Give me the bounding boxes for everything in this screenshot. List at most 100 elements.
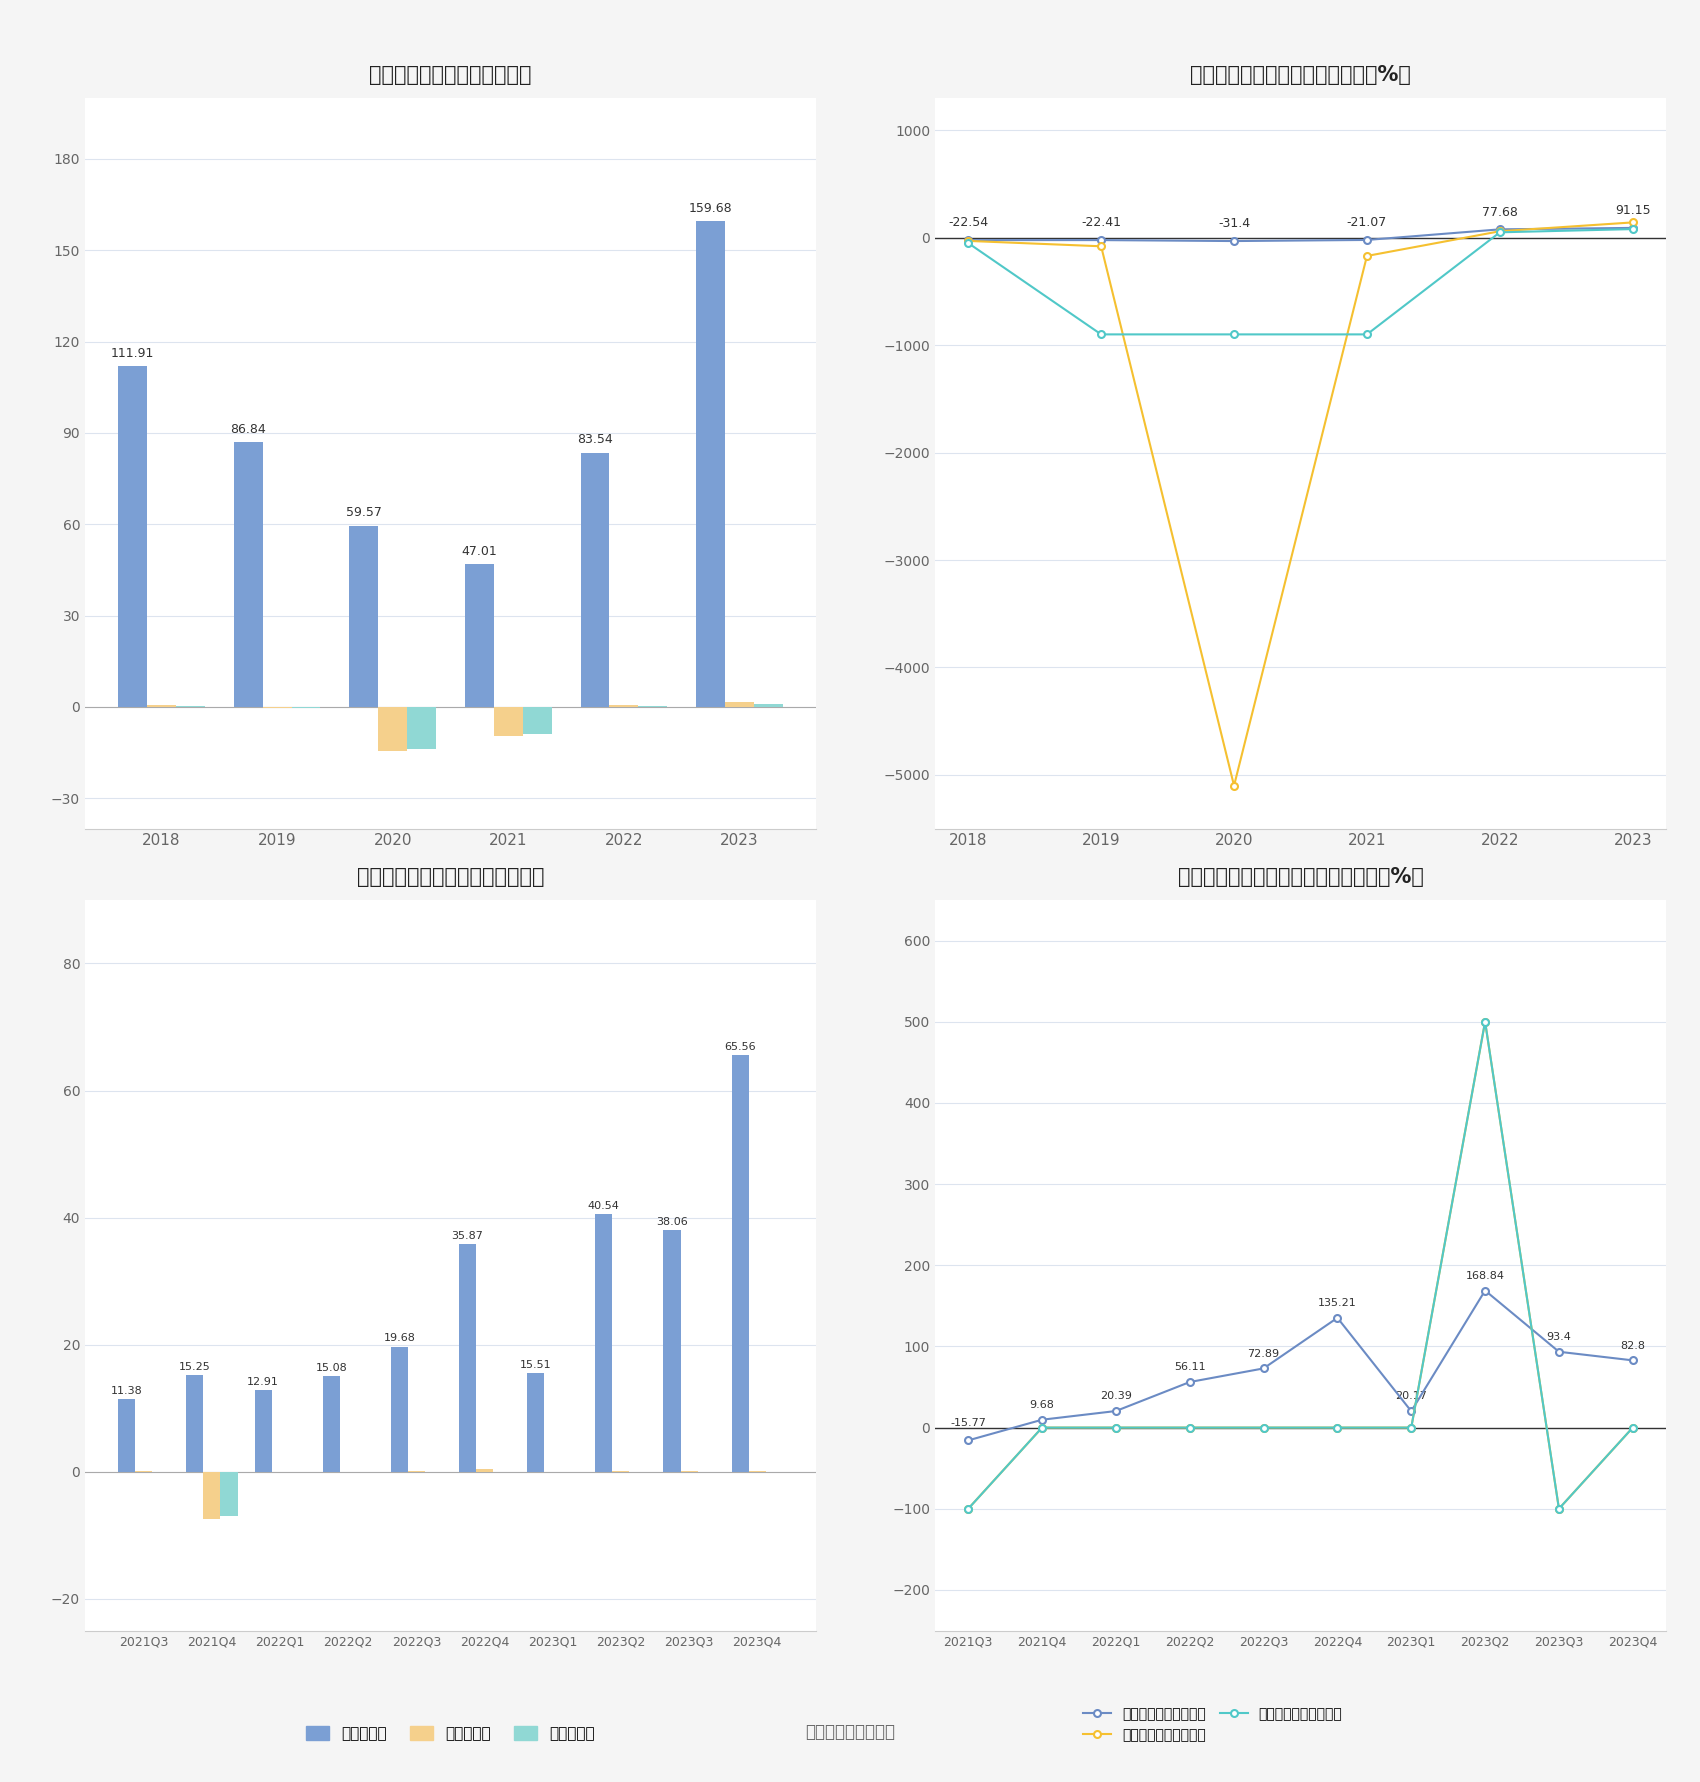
Text: 35.87: 35.87 bbox=[452, 1231, 483, 1240]
Bar bbox=[464, 563, 493, 707]
扣非净利润同比增长率 bbox=[1489, 221, 1510, 242]
归母净利润同比增长率 bbox=[1180, 1417, 1200, 1438]
Text: -22.54: -22.54 bbox=[949, 216, 988, 230]
Bar bbox=[255, 1390, 272, 1472]
Text: 111.91: 111.91 bbox=[110, 347, 155, 360]
Legend: 营业总收入, 归母净利润, 扣非净利润: 营业总收入, 归母净利润, 扣非净利润 bbox=[301, 1720, 600, 1746]
Text: 59.57: 59.57 bbox=[345, 506, 382, 519]
营业总收入同比增长率 bbox=[1622, 217, 1642, 239]
Bar bbox=[476, 1470, 493, 1472]
扣非净利润同比增长率 bbox=[1253, 1417, 1273, 1438]
Bar bbox=[323, 1376, 340, 1472]
Bar bbox=[391, 1347, 408, 1472]
扣非净利润同比增长率 bbox=[1476, 1010, 1496, 1032]
归母净利润同比增长率 bbox=[1091, 235, 1112, 257]
Bar bbox=[187, 1376, 204, 1472]
扣非净利润同比增长率 bbox=[1105, 1417, 1125, 1438]
归母净利润同比增长率 bbox=[1622, 1417, 1642, 1438]
Bar bbox=[753, 704, 782, 707]
Text: 40.54: 40.54 bbox=[588, 1201, 620, 1212]
Text: 72.89: 72.89 bbox=[1248, 1349, 1280, 1358]
Title: 营收、净利同比增长率季度变动情况（%）: 营收、净利同比增长率季度变动情况（%） bbox=[1178, 868, 1423, 887]
营业总收入同比增长率 bbox=[1105, 1401, 1125, 1422]
归母净利润同比增长率 bbox=[1224, 775, 1244, 797]
扣非净利润同比增长率 bbox=[1401, 1417, 1421, 1438]
Bar bbox=[731, 1055, 748, 1472]
Bar bbox=[724, 702, 753, 707]
Legend: 营业总收入, 归母净利润, 扣非净利润: 营业总收入, 归母净利润, 扣非净利润 bbox=[301, 903, 600, 930]
Line: 扣非净利润同比增长率: 扣非净利润同比增长率 bbox=[966, 226, 1635, 339]
Text: -22.41: -22.41 bbox=[1081, 216, 1120, 230]
Line: 归母净利润同比增长率: 归母净利润同比增长率 bbox=[966, 1018, 1635, 1513]
Text: 15.51: 15.51 bbox=[520, 1360, 551, 1370]
Text: 38.06: 38.06 bbox=[656, 1217, 689, 1226]
Title: 历年营收、净利情况（亿元）: 历年营收、净利情况（亿元） bbox=[369, 66, 532, 86]
营业总收入同比增长率 bbox=[1401, 1401, 1421, 1422]
Bar bbox=[408, 707, 437, 748]
营业总收入同比增长率 bbox=[1180, 1372, 1200, 1394]
Text: 11.38: 11.38 bbox=[110, 1386, 143, 1397]
Bar bbox=[522, 707, 551, 734]
Bar bbox=[119, 1399, 136, 1472]
扣非净利润同比增长率 bbox=[1622, 1417, 1642, 1438]
Text: 56.11: 56.11 bbox=[1175, 1361, 1205, 1372]
营业总收入同比增长率 bbox=[1357, 230, 1377, 251]
营业总收入同比增长率 bbox=[1328, 1308, 1348, 1329]
归母净利润同比增长率 bbox=[1357, 246, 1377, 267]
Text: -15.77: -15.77 bbox=[950, 1418, 986, 1427]
归母净利润同比增长率 bbox=[959, 230, 979, 251]
Bar bbox=[609, 706, 638, 707]
Text: -21.07: -21.07 bbox=[1346, 216, 1387, 230]
Text: 168.84: 168.84 bbox=[1465, 1271, 1505, 1281]
Text: 9.68: 9.68 bbox=[1030, 1401, 1054, 1410]
Text: 数据来源：恒生聚源: 数据来源：恒生聚源 bbox=[806, 1723, 894, 1741]
Text: 91.15: 91.15 bbox=[1615, 205, 1651, 217]
Bar bbox=[580, 453, 609, 707]
Text: 77.68: 77.68 bbox=[1482, 205, 1518, 219]
Bar bbox=[221, 1472, 238, 1516]
Text: 159.68: 159.68 bbox=[688, 201, 733, 214]
Text: 20.17: 20.17 bbox=[1396, 1392, 1428, 1401]
扣非净利润同比增长率 bbox=[1549, 1499, 1569, 1520]
归母净利润同比增长率 bbox=[1032, 1417, 1052, 1438]
归母净利润同比增长率 bbox=[1476, 1010, 1496, 1032]
营业总收入同比增长率 bbox=[959, 1429, 979, 1451]
Text: 47.01: 47.01 bbox=[461, 545, 498, 558]
Line: 归母净利润同比增长率: 归母净利润同比增长率 bbox=[966, 219, 1635, 789]
营业总收入同比增长率 bbox=[1489, 219, 1510, 241]
营业总收入同比增长率 bbox=[1253, 1358, 1273, 1379]
归母净利润同比增长率 bbox=[959, 1499, 979, 1520]
归母净利润同比增长率 bbox=[1401, 1417, 1421, 1438]
营业总收入同比增长率 bbox=[959, 230, 979, 251]
归母净利润同比增长率 bbox=[1328, 1417, 1348, 1438]
Bar bbox=[119, 365, 148, 707]
营业总收入同比增长率 bbox=[1622, 1349, 1642, 1370]
扣非净利润同比增长率 bbox=[1032, 1417, 1052, 1438]
Bar bbox=[695, 221, 724, 707]
Legend: 营业总收入同比增长率, 归母净利润同比增长率, 扣非净利润同比增长率: 营业总收入同比增长率, 归母净利润同比增长率, 扣非净利润同比增长率 bbox=[1078, 900, 1348, 946]
Text: 19.68: 19.68 bbox=[384, 1333, 415, 1344]
Line: 营业总收入同比增长率: 营业总收入同比增长率 bbox=[966, 1287, 1635, 1443]
扣非净利润同比增长率 bbox=[1357, 324, 1377, 346]
营业总收入同比增长率 bbox=[1224, 230, 1244, 251]
扣非净利润同比增长率 bbox=[1091, 324, 1112, 346]
Legend: 营业总收入同比增长率, 归母净利润同比增长率, 扣非净利润同比增长率: 营业总收入同比增长率, 归母净利润同比增长率, 扣非净利润同比增长率 bbox=[1078, 1702, 1348, 1748]
Text: 15.08: 15.08 bbox=[314, 1363, 347, 1372]
Bar bbox=[459, 1244, 476, 1472]
Bar bbox=[493, 707, 522, 736]
Title: 营收、净利季度变动情况（亿元）: 营收、净利季度变动情况（亿元） bbox=[357, 868, 544, 887]
Title: 历年营收、净利同比增长率情况（%）: 历年营收、净利同比增长率情况（%） bbox=[1190, 66, 1411, 86]
归母净利润同比增长率 bbox=[1489, 221, 1510, 242]
Text: 65.56: 65.56 bbox=[724, 1042, 756, 1051]
归母净利润同比增长率 bbox=[1549, 1499, 1569, 1520]
Bar bbox=[235, 442, 264, 707]
Bar bbox=[379, 707, 408, 750]
营业总收入同比增长率 bbox=[1549, 1342, 1569, 1363]
Text: 135.21: 135.21 bbox=[1318, 1297, 1357, 1308]
扣非净利润同比增长率 bbox=[1622, 219, 1642, 241]
Bar bbox=[663, 1230, 680, 1472]
营业总收入同比增长率 bbox=[1032, 1410, 1052, 1431]
Text: 82.8: 82.8 bbox=[1620, 1340, 1646, 1351]
归母净利润同比增长率 bbox=[1622, 212, 1642, 233]
Text: 12.91: 12.91 bbox=[246, 1376, 279, 1386]
